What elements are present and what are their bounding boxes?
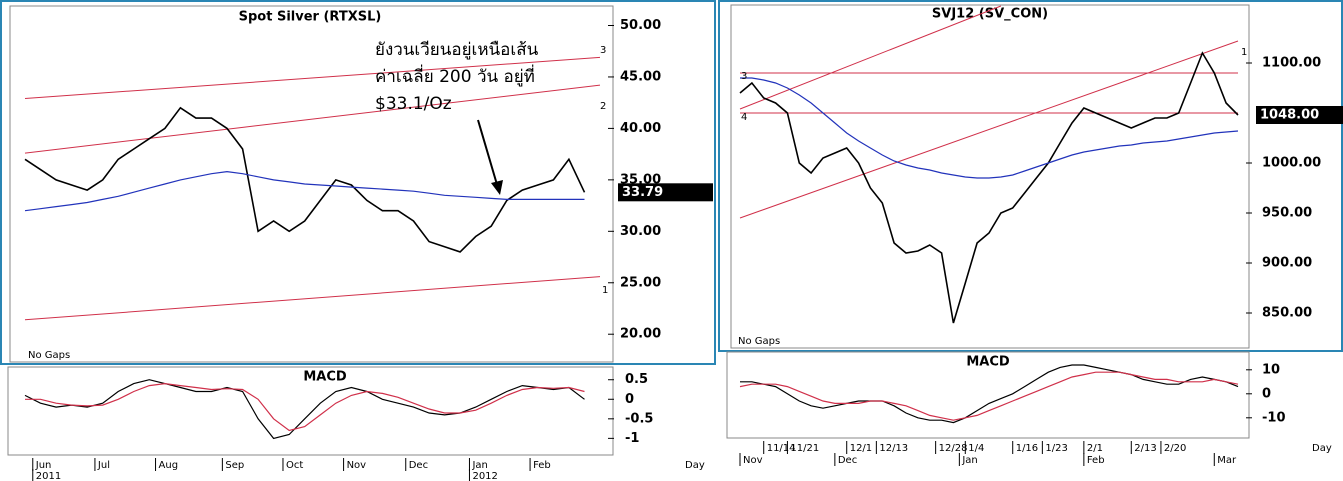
y-tick-label: 25.00 <box>620 275 661 290</box>
chart-title: MACD <box>303 370 347 385</box>
y-tick-label: 10 <box>1262 362 1280 377</box>
chart-title: SVJ12 (SV_CON) <box>932 7 1048 22</box>
y-tick-label: 0 <box>1262 386 1271 401</box>
last-price-box <box>618 183 713 202</box>
date-label: 12/28 <box>939 443 968 454</box>
y-tick-label: 850.00 <box>1262 306 1312 321</box>
channel-label: 4 <box>741 112 747 123</box>
year-label: 2012 <box>472 471 497 481</box>
y-tick-label: 1000.00 <box>1262 156 1321 171</box>
y-tick-label: 40.00 <box>620 121 661 136</box>
y-tick-label: 30.00 <box>620 224 661 239</box>
year-label: 2011 <box>36 471 61 481</box>
last-price-label: 1048.00 <box>1260 108 1319 123</box>
x-tick-label: Aug <box>159 460 179 471</box>
x-tick-label: Jan <box>961 455 977 466</box>
x-tick-label: Jun <box>35 460 52 471</box>
x-axis-label: Day <box>685 460 705 471</box>
arrow-shaft <box>477 119 499 189</box>
series-line <box>740 364 1239 424</box>
series-line <box>25 382 585 432</box>
chart-title: Spot Silver (RTXSL) <box>239 10 382 25</box>
date-label: 2/13 <box>1134 443 1156 454</box>
x-tick-label: Feb <box>1087 455 1105 466</box>
channel-label: 1 <box>1241 47 1247 58</box>
y-tick-label: 50.00 <box>620 18 661 33</box>
date-label: 12/1 <box>850 443 872 454</box>
series-line <box>739 371 1239 421</box>
y-tick-label: 0.5 <box>625 372 648 387</box>
x-tick-label: Jul <box>97 460 110 471</box>
channel-label: 3 <box>600 45 606 56</box>
y-tick-label: 1100.00 <box>1262 56 1321 71</box>
left-frame <box>0 0 716 365</box>
series-line <box>24 106 586 253</box>
channel-label: 2 <box>600 101 606 112</box>
date-label: 11/14 <box>767 443 796 454</box>
x-tick-label: Jan <box>471 460 487 471</box>
note: No Gaps <box>28 350 70 361</box>
trend-line <box>24 84 601 154</box>
left-macd-frame <box>7 366 614 456</box>
annotation: ค่าเฉลี่ย 200 วัน อยู่ที่ <box>375 64 535 87</box>
x-tick-label: Sep <box>225 460 244 471</box>
date-label: 1/23 <box>1045 443 1067 454</box>
x-tick-label: Oct <box>286 460 303 471</box>
right-plot-frame <box>730 4 1250 349</box>
date-label: 1/4 <box>968 443 984 454</box>
y-tick-label: 950.00 <box>1262 206 1312 221</box>
trend-line <box>739 40 1239 219</box>
y-tick-label: -1 <box>625 431 639 446</box>
x-tick-label: Mar <box>1217 455 1237 466</box>
trend-line <box>739 5 1002 110</box>
x-tick-label: Dec <box>409 460 428 471</box>
date-label: 11/21 <box>790 443 819 454</box>
annotation: ยังวนเวียนอยู่เหนือเส้น <box>375 40 539 60</box>
y-tick-label: 0 <box>625 392 634 407</box>
date-label: 12/13 <box>879 443 908 454</box>
channel-label: 3 <box>741 71 747 82</box>
last-price-label: 33.79 <box>622 185 663 200</box>
x-tick-label: Feb <box>533 460 551 471</box>
series-line <box>740 77 1239 179</box>
series-line <box>24 170 585 212</box>
y-tick-label: -10 <box>1262 410 1286 425</box>
arrow-head <box>491 180 503 195</box>
y-tick-label: -0.5 <box>625 411 653 426</box>
channel-label: 1 <box>602 285 608 296</box>
x-tick-label: Dec <box>838 455 857 466</box>
series-line <box>24 379 585 440</box>
last-price-box <box>1256 106 1343 124</box>
x-tick-label: Nov <box>743 455 763 466</box>
x-tick-label: Nov <box>347 460 367 471</box>
date-label: 1/16 <box>1016 443 1038 454</box>
chart-title: MACD <box>966 355 1010 370</box>
date-label: 2/1 <box>1087 443 1103 454</box>
date-label: 2/20 <box>1164 443 1186 454</box>
note: No Gaps <box>738 336 780 347</box>
y-tick-label: 45.00 <box>620 69 661 84</box>
series-line <box>739 51 1239 324</box>
x-axis-label: Day <box>1312 443 1332 454</box>
annotation: $33.1/Oz <box>375 94 452 114</box>
y-tick-label: 20.00 <box>620 327 661 342</box>
right-frame <box>718 0 1343 352</box>
right-macd-frame <box>726 351 1250 439</box>
trend-line <box>24 276 601 321</box>
y-tick-label: 900.00 <box>1262 256 1312 271</box>
trend-line <box>24 56 601 100</box>
